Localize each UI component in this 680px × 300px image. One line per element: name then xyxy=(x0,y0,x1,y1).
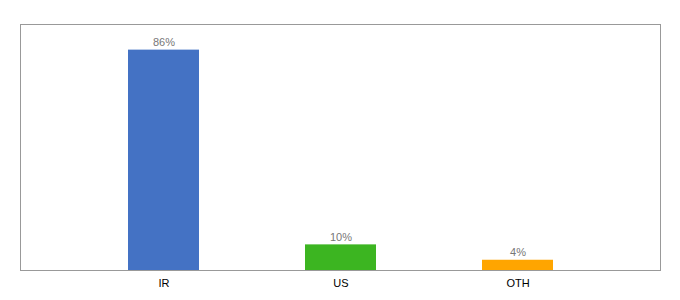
svg-text:US: US xyxy=(333,277,348,289)
svg-text:OTH: OTH xyxy=(506,277,529,289)
svg-text:IR: IR xyxy=(159,277,170,289)
svg-text:10%: 10% xyxy=(330,231,352,243)
svg-text:86%: 86% xyxy=(153,36,175,48)
svg-text:4%: 4% xyxy=(510,246,526,258)
